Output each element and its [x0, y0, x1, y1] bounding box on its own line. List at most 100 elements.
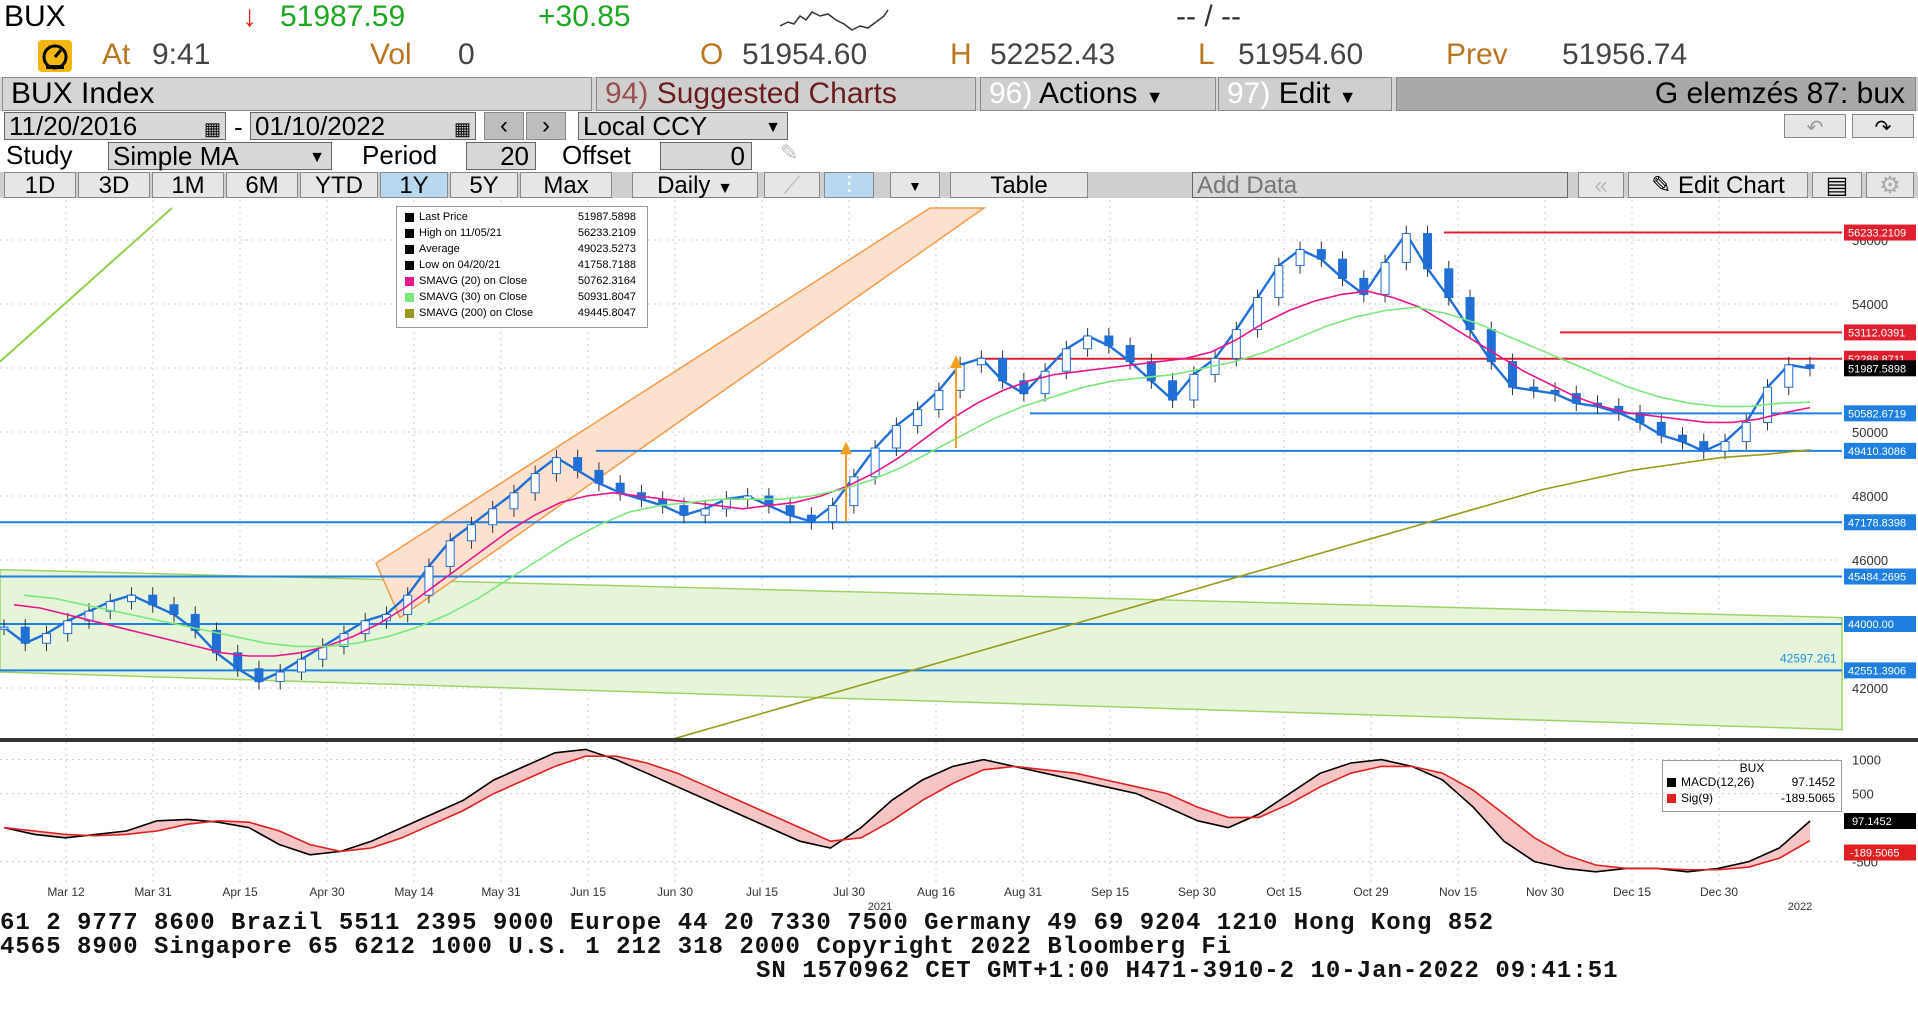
- macd-legend-rows: MACD(12,26) 97.1452 Sig(9) -189.5065: [1663, 775, 1841, 807]
- candle-body: [806, 514, 816, 523]
- calendar-icon[interactable]: ▦: [203, 119, 221, 139]
- range-ytd-button[interactable]: YTD: [300, 172, 378, 199]
- x-tick-label: Apr 15: [222, 885, 258, 899]
- line-chart-icon[interactable]: ⟋: [764, 172, 820, 199]
- range-3d-button[interactable]: 3D: [78, 172, 150, 199]
- offset-input[interactable]: 0: [660, 142, 752, 170]
- candle-body: [934, 389, 944, 411]
- candle-body: [1125, 345, 1135, 363]
- prev-label: Prev: [1446, 38, 1508, 71]
- security-field[interactable]: BUX Index: [2, 77, 592, 111]
- candle-body: [1338, 258, 1348, 279]
- series-line-1: [13, 290, 1811, 657]
- candle-body: [360, 620, 370, 635]
- ticker-symbol[interactable]: BUX: [4, 0, 66, 33]
- undo-button[interactable]: ↶: [1784, 114, 1846, 139]
- candle-body: [1380, 261, 1390, 295]
- study-select[interactable]: Simple MA ▼: [108, 142, 332, 170]
- end-date-field[interactable]: 01/10/2022 ▦: [250, 112, 476, 140]
- x-tick-label: Jun 30: [657, 885, 693, 899]
- chart-legend: Last Price 51987.5898 High on 11/05/21 5623…: [396, 206, 648, 328]
- frequency-select[interactable]: Daily ▼: [632, 172, 758, 199]
- legend-value: 56233.2109: [577, 227, 636, 239]
- edit-chart-button[interactable]: ✎ Edit Chart: [1628, 172, 1808, 199]
- candle-body: [1295, 249, 1305, 267]
- edit-num: 97): [1227, 77, 1271, 110]
- chart-type-dropdown[interactable]: ▼: [890, 172, 940, 198]
- trend-line: [0, 207, 173, 363]
- table-label: Table: [990, 172, 1048, 199]
- next-period-button[interactable]: ›: [526, 112, 566, 140]
- range-6m-button[interactable]: 6M: [226, 172, 298, 199]
- candle-body: [1635, 412, 1645, 423]
- up-arrow-icon: [950, 355, 962, 368]
- candle-body: [1019, 380, 1029, 395]
- calendar-icon[interactable]: ▦: [453, 119, 471, 139]
- range-5y-button[interactable]: 5Y: [450, 172, 518, 199]
- actions-menu[interactable]: 96) Actions ▼: [980, 77, 1216, 111]
- candle-chart-icon[interactable]: ⫶: [824, 172, 874, 199]
- legend-label: Sig(9): [1681, 791, 1714, 805]
- legend-swatch: [1667, 778, 1676, 787]
- series-line-3: [659, 449, 1811, 742]
- gear-icon[interactable]: ⚙: [1866, 172, 1914, 199]
- level-label: 44000.00: [1848, 619, 1894, 631]
- x-tick-label: Mar 31: [134, 885, 172, 899]
- add-data-field[interactable]: Add Data: [1192, 172, 1568, 199]
- legend-value: 97.1452: [1791, 775, 1835, 789]
- level-tag: [1844, 514, 1916, 531]
- legend-value: 41758.7188: [577, 259, 636, 271]
- chevron-down-icon: ▼: [309, 149, 325, 166]
- macd-legend-item: Sig(9) -189.5065: [1663, 791, 1841, 807]
- candle-body: [594, 469, 604, 484]
- at-label: At: [102, 38, 131, 71]
- x-tick-label: Apr 30: [309, 885, 345, 899]
- offset-label: Offset: [562, 140, 631, 170]
- sparkline-icon: [780, 9, 889, 31]
- study-label: Study: [6, 140, 73, 170]
- pencil-icon[interactable]: ✎: [780, 140, 799, 165]
- prev-period-button[interactable]: ‹: [484, 112, 524, 140]
- candle-body: [254, 668, 264, 683]
- last-price-label: 51987.5898: [1848, 363, 1906, 375]
- candle-body: [41, 633, 51, 644]
- candle-body: [615, 482, 625, 494]
- chevron-down-icon: ▼: [1145, 87, 1164, 107]
- legend-value: 49445.8047: [577, 307, 636, 319]
- candle-body: [679, 505, 689, 516]
- vol-label: Vol: [370, 38, 412, 71]
- low-value: 51954.60: [1238, 38, 1364, 71]
- chevron-down-icon: ▼: [717, 180, 733, 197]
- chart-settings-icon[interactable]: ▤: [1812, 172, 1862, 199]
- ticker-line-1: 61 2 9777 8600 Brazil 5511 2395 9000 Eur…: [0, 910, 1495, 937]
- redo-button[interactable]: ↷: [1852, 114, 1914, 139]
- collapse-icon[interactable]: «: [1578, 172, 1624, 199]
- suggested-charts-tab[interactable]: 94) Suggested Charts: [596, 77, 976, 111]
- study-value: Simple MA: [113, 141, 239, 171]
- candle-body: [1359, 277, 1369, 295]
- series-line-2: [23, 306, 1811, 648]
- x-tick-label: Jul 30: [833, 885, 865, 899]
- legend-value: 49023.5273: [577, 243, 636, 255]
- range-1y-button[interactable]: 1Y: [380, 172, 448, 199]
- open-value: 51954.60: [742, 38, 868, 71]
- currency-select[interactable]: Local CCY ▼: [578, 112, 788, 140]
- y-tick-label: 48000: [1852, 489, 1888, 504]
- speedometer-icon[interactable]: [38, 40, 72, 72]
- price-chart[interactable]: 4200044000460004800050000520005400056000…: [0, 200, 1918, 742]
- range-max-button[interactable]: Max: [520, 172, 612, 199]
- legend-swatch: [405, 309, 414, 318]
- y-tick-label: 50000: [1852, 425, 1888, 440]
- period-input[interactable]: 20: [466, 142, 536, 170]
- range-1m-button[interactable]: 1M: [152, 172, 224, 199]
- candle-body: [1040, 370, 1050, 395]
- last-price-tag: [1844, 360, 1916, 377]
- macd-legend: BUX MACD(12,26) 97.1452 Sig(9) -189.5065: [1662, 760, 1842, 812]
- edit-menu[interactable]: 97) Edit ▼: [1218, 77, 1392, 111]
- start-date-field[interactable]: 11/20/2016 ▦: [4, 112, 226, 140]
- legend-label: Last Price: [419, 211, 468, 223]
- range-1d-button[interactable]: 1D: [4, 172, 76, 199]
- pencil-icon: ✎: [1651, 172, 1672, 199]
- table-button[interactable]: Table: [950, 172, 1088, 199]
